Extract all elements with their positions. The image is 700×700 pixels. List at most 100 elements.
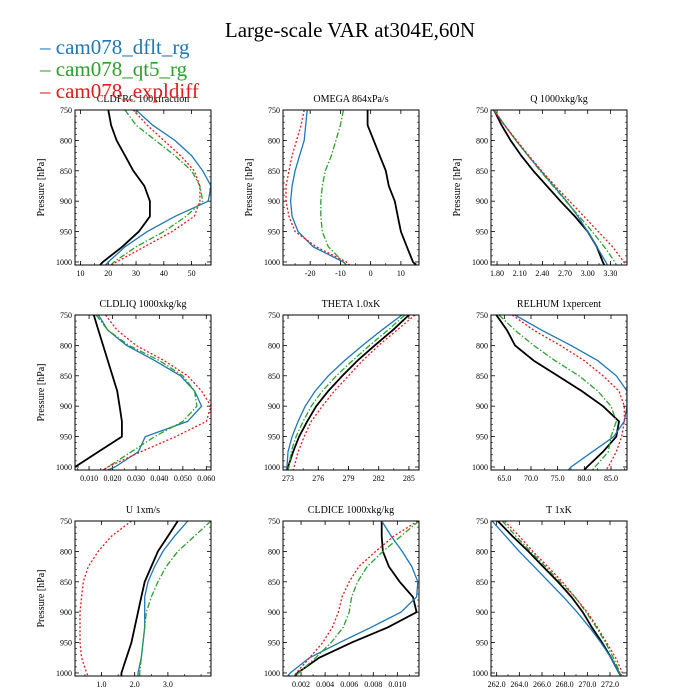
x-tick-label: 30 [132,269,140,278]
panel-3: Q 1000xkg/kg Pressure [hPa] 750 800 850 900 95… [452,94,628,278]
series-group [491,521,625,676]
x-tick-label: 70.0 [524,474,538,483]
x-tick-label: 270.0 [578,680,596,689]
y-tick-label: 950 [476,639,488,648]
panel-title: THETA 1.0xK [322,299,381,310]
y-tick-label: 800 [268,341,280,350]
series-line-qt5 [139,521,211,676]
y-tick-label: 750 [268,311,280,320]
series-group [495,315,627,470]
x-tick-label: 1.0 [97,680,107,689]
y-tick-label: 900 [268,402,280,411]
x-tick-label: 0.030 [127,474,145,483]
x-tick-label: -20 [305,269,316,278]
series-line-reference [286,315,410,470]
y-tick-label: 1000 [56,463,72,472]
y-tick-label: 850 [60,372,72,381]
y-tick-label: 900 [60,197,72,206]
legend-item-dflt: – cam078_dflt_rg [40,36,190,58]
series-line-expldiff [511,315,625,470]
series-line-dflt [97,315,203,470]
series-line-qt5 [294,521,419,676]
series-line-expldiff [285,110,350,265]
x-tick-label: 266.0 [533,680,551,689]
y-tick-label: 900 [268,197,280,206]
series-line-expldiff [504,521,625,676]
series-group [285,110,417,265]
y-tick-label: 750 [60,517,72,526]
x-tick-label: 3.00 [581,269,595,278]
panel-8: CLDICE 1000xkg/kg 750 800 850 900 950 1000 0.00… [264,505,420,689]
y-tick-label: 750 [268,106,280,115]
y-tick-label: 850 [476,578,488,587]
y-tick-label: 900 [476,197,488,206]
x-tick-label: 262.0 [488,680,506,689]
panel-title: OMEGA 864xPa/s [313,94,388,105]
series-line-reference [99,110,151,265]
series-line-qt5 [287,315,406,470]
y-axis-label: Pressure [hPa] [36,158,47,216]
y-tick-label: 800 [476,136,488,145]
series-line-qt5 [493,110,617,265]
series-group [285,315,416,470]
legend-swatch-qt5: – [40,57,56,81]
series-line-expldiff [102,315,211,470]
panel-title: CLDLIQ 1000xkg/kg [100,299,187,310]
x-tick-label: 0.004 [316,680,334,689]
series-line-qt5 [95,315,198,470]
x-tick-label: 279 [342,474,354,483]
x-tick-label: 285 [403,474,415,483]
x-tick-label: 0.002 [292,680,310,689]
y-tick-label: 750 [60,311,72,320]
panel-title: Q 1000xkg/kg [530,94,588,105]
series-line-dflt [289,110,347,265]
x-tick-label: 0.010 [388,680,406,689]
x-tick-label: 0.050 [174,474,192,483]
x-tick-label: 2.70 [558,269,572,278]
y-tick-label: 750 [60,106,72,115]
x-tick-label: 85.0 [604,474,618,483]
panel-1: CLDFRC 100xfraction Pressure [hPa] 750 800 8… [36,94,212,278]
series-line-dflt [285,315,403,470]
series-line-qt5 [498,315,617,470]
plot-frame [282,109,420,266]
x-tick-label: 0.060 [197,474,215,483]
plot-frame [282,314,420,471]
figure-title: Large-scale VAR at304E,60N [224,18,476,42]
x-tick-label: 268.0 [556,680,574,689]
plot-frame [490,109,628,266]
panel-6: RELHUM 1xpercent 750 800 850 900 950 1000 65.0 7… [472,299,628,483]
x-tick-label: 264.0 [510,680,528,689]
y-tick-label: 750 [476,517,488,526]
y-tick-label: 900 [476,608,488,617]
legend-label-dflt: cam078_dflt_rg [55,35,190,59]
series-line-dflt [105,110,211,265]
series-line-qt5 [320,110,347,265]
series-line-expldiff [292,315,416,470]
y-tick-label: 950 [268,639,280,648]
y-tick-label: 1000 [56,258,72,267]
y-tick-label: 850 [476,372,488,381]
panel-4: CLDLIQ 1000xkg/kg Pressure [hPa] 750 800 850… [36,299,215,483]
x-tick-label: 10 [397,269,405,278]
legend-swatch-dflt: – [40,35,56,59]
x-tick-label: 0.008 [364,680,382,689]
plot-frame [74,520,212,677]
series-group [287,521,419,676]
plot-frame [282,520,420,677]
legend-label-expldiff: cam078_expldiff [55,79,199,103]
y-tick-label: 800 [476,547,488,556]
y-tick-label: 900 [60,402,72,411]
series-group [492,110,627,265]
y-tick-label: 750 [268,517,280,526]
x-tick-label: 0 [369,269,373,278]
legend-item-qt5: – cam078_qt5_rg [40,58,187,80]
series-line-qt5 [110,110,204,265]
y-tick-label: 1000 [264,669,280,678]
x-tick-label: 2.0 [130,680,140,689]
series-line-reference [120,521,179,676]
series-line-expldiff [293,521,419,676]
